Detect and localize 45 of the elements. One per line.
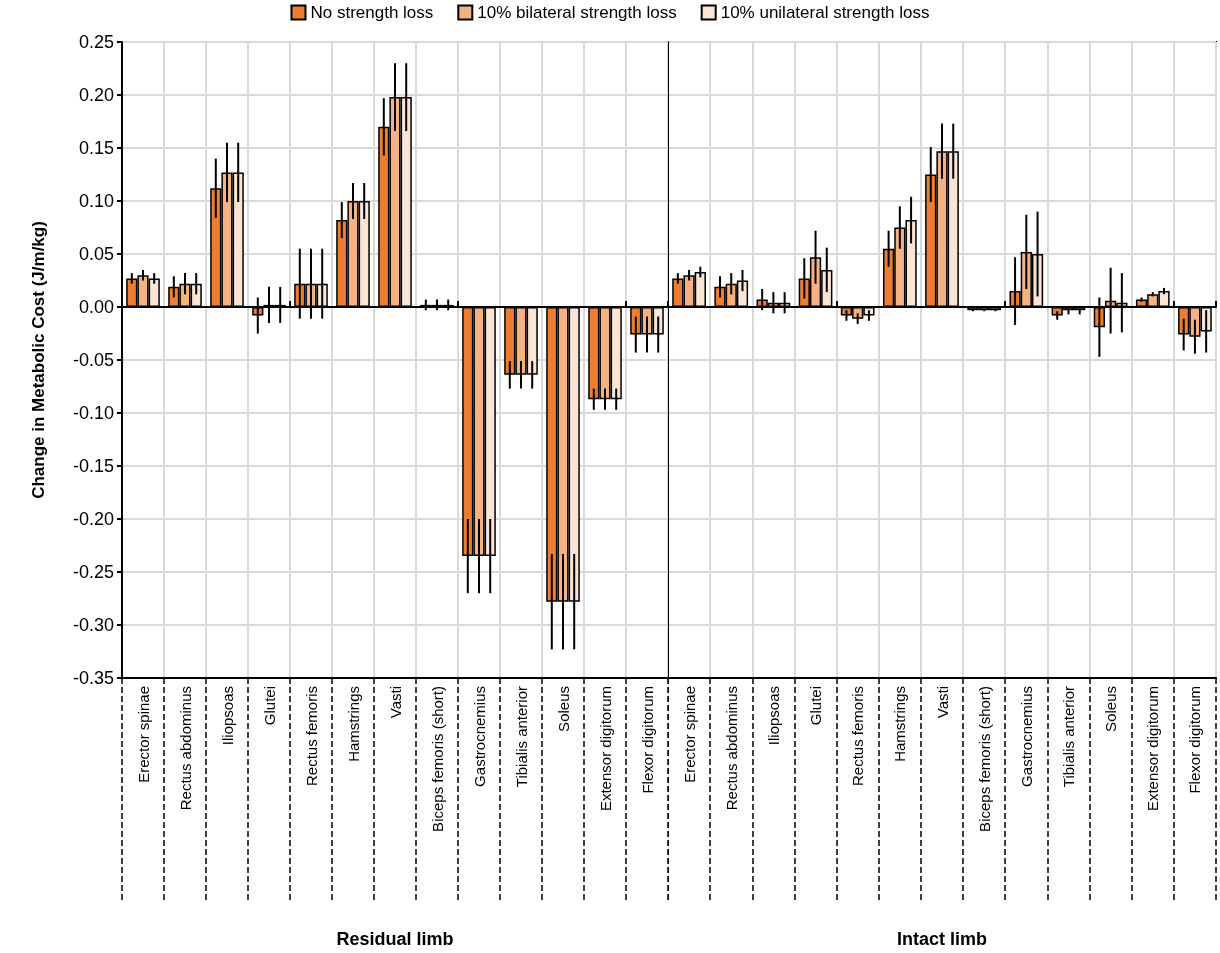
- legend-label: 10% unilateral strength loss: [720, 3, 930, 22]
- x-tick-label: Extensor digitorum: [1144, 686, 1162, 812]
- x-tick-label: Iliopsoas: [218, 686, 236, 746]
- x-tick-label: Glutei: [807, 686, 825, 726]
- x-axis-title: Intact limb: [896, 929, 988, 949]
- x-tick-label: Erector spinae: [680, 686, 698, 783]
- y-tick-label: -0.35: [72, 668, 114, 688]
- y-tick-label: -0.10: [72, 403, 114, 423]
- y-tick-label: 0.05: [78, 244, 114, 264]
- x-tick-label: Flexor digitorum: [1186, 686, 1204, 794]
- x-tick-label: Tibialis anterior: [1059, 686, 1077, 788]
- x-tick-label: Iliopsoas: [764, 686, 782, 746]
- x-tick-label: Glutei: [260, 686, 278, 726]
- y-tick-label: 0.25: [78, 32, 114, 52]
- x-tick-label: Tibialis anterior: [512, 686, 530, 788]
- x-tick-label: Vasti: [933, 686, 951, 719]
- x-tick-label: Biceps femoris (short): [975, 686, 993, 832]
- x-tick-label: Extensor digitorum: [596, 686, 614, 812]
- y-tick-label: 0.20: [78, 85, 114, 105]
- y-tick-label: -0.30: [72, 615, 114, 635]
- x-tick-label: Gastrocnemius: [470, 686, 488, 787]
- y-tick-label: -0.25: [72, 562, 114, 582]
- y-tick-label: -0.15: [72, 456, 114, 476]
- x-tick-label: Biceps femoris (short): [428, 686, 446, 832]
- x-tick-label: Hamstrings: [891, 686, 909, 762]
- y-tick-label: -0.05: [72, 350, 114, 370]
- x-tick-label: Rectus abdominus: [722, 686, 740, 811]
- y-tick-label: 0.10: [78, 191, 114, 211]
- x-axis-title: Residual limb: [336, 929, 454, 949]
- y-tick-label: 0.00: [78, 297, 114, 317]
- x-tick-label: Rectus abdominus: [176, 686, 194, 811]
- x-tick-label: Vasti: [386, 686, 404, 719]
- y-tick-label: 0.15: [78, 138, 114, 158]
- legend-label: 10% bilateral strength loss: [477, 3, 677, 22]
- x-tick-label: Hamstrings: [344, 686, 362, 762]
- y-axis-title: Change in Metabolic Cost (J/m/kg): [29, 221, 48, 499]
- x-tick-label: Rectus femoris: [302, 686, 320, 787]
- x-tick-label: Erector spinae: [134, 686, 152, 783]
- x-tick-label: Gastrocnemius: [1017, 686, 1035, 787]
- x-tick-label: Soleus: [554, 686, 572, 732]
- legend-label: No strength loss: [310, 3, 434, 22]
- x-tick-label: Soleus: [1102, 686, 1120, 732]
- x-tick-label: Flexor digitorum: [638, 686, 656, 794]
- x-tick-label: Rectus femoris: [849, 686, 867, 787]
- y-tick-label: -0.20: [72, 509, 114, 529]
